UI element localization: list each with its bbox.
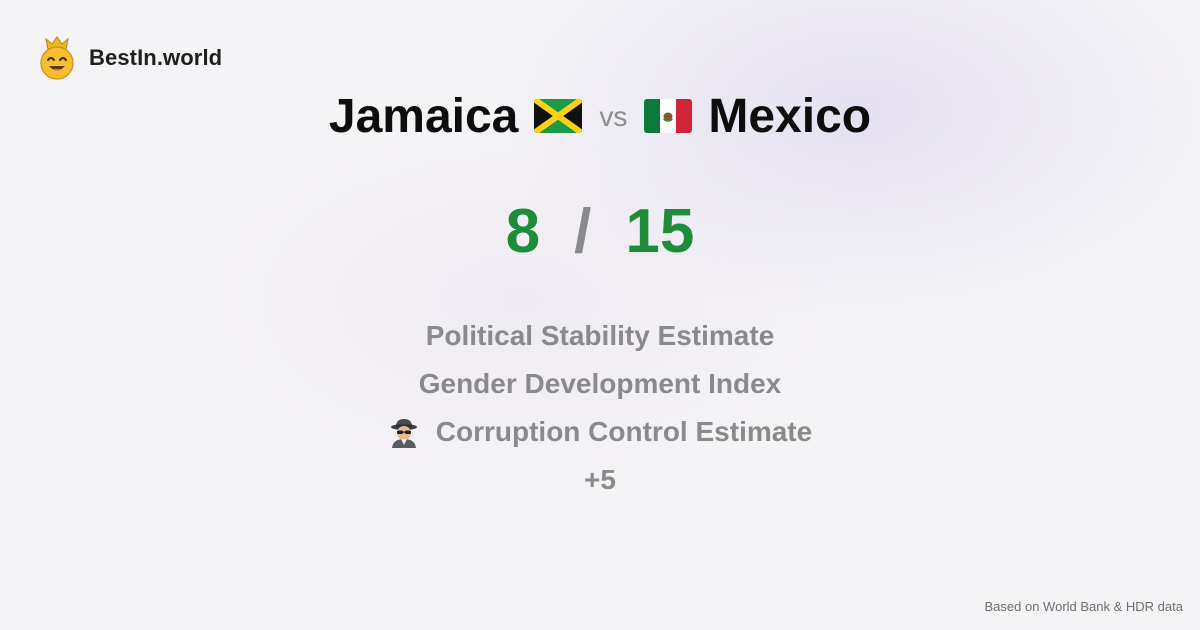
comparison-title: Jamaica vs Mexico [0,88,1200,144]
metric-label: +5 [584,464,616,495]
metric-list: Political Stability Estimate Gender Deve… [0,312,1200,504]
jamaica-flag-icon [534,99,583,133]
score-right: 15 [625,196,695,266]
metric-label: Political Stability Estimate [425,320,775,351]
metric-item: Corruption Control Estimate [388,408,812,456]
score-separator: / [574,196,592,266]
score: 8 / 15 [0,196,1200,266]
country-name-left[interactable]: Jamaica [328,89,519,143]
country-name-right[interactable]: Mexico [708,89,872,143]
metric-label: Corruption Control Estimate [435,416,813,447]
detective-icon [390,419,417,448]
crowned-smiley-icon [40,36,74,80]
metric-label: Gender Development Index [418,368,782,399]
data-source-note: Based on World Bank & HDR data [984,599,1183,614]
more-metrics-count[interactable]: +5 [584,456,616,504]
metric-item: Gender Development Index [419,360,782,408]
vs-label: vs [599,101,628,132]
mexico-flag-icon [644,99,693,133]
score-left: 8 [505,196,541,266]
brand[interactable]: BestIn.world [38,36,222,80]
metric-item: Political Stability Estimate [426,312,775,360]
brand-name: BestIn.world [89,45,223,70]
